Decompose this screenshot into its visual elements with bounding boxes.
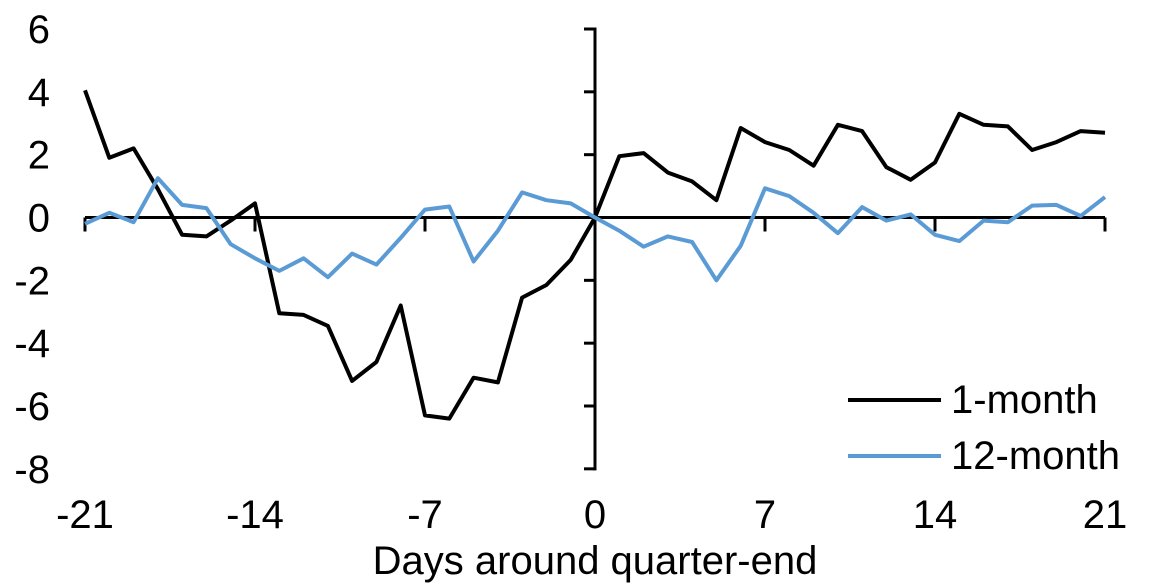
y-tick-label: 2: [28, 134, 50, 178]
x-tick-label: 21: [1083, 493, 1128, 537]
x-tick-label: -21: [56, 493, 114, 537]
legend-label-1-month: 1-month: [951, 378, 1098, 422]
y-tick-label: -4: [14, 322, 50, 366]
y-tick-label: -6: [14, 385, 50, 429]
series-line-12-month: [84, 176, 1107, 283]
legend-label-12-month: 12-month: [951, 434, 1120, 478]
axis-ticks: [83, 27, 1107, 471]
legend: 1-month 12-month: [848, 378, 1120, 478]
x-tick-label: 14: [913, 493, 958, 537]
x-axis-title: Days around quarter-end: [373, 539, 818, 583]
x-tick-label: -14: [226, 493, 284, 537]
x-tick-label: -7: [407, 493, 443, 537]
y-tick-label: 4: [28, 71, 50, 115]
y-tick-label: -2: [14, 259, 50, 303]
y-tick-label: 0: [28, 197, 50, 241]
x-tick-label: 0: [584, 493, 606, 537]
x-tick-label: 7: [754, 493, 776, 537]
axis-tick-labels: -21 -14 -7 0 7 14 21 6 4 2 0 -2 -4 -6 -8: [14, 8, 1127, 537]
series-lines: [83, 89, 1107, 421]
y-tick-label: -8: [14, 448, 50, 492]
y-tick-label: 6: [28, 8, 50, 52]
